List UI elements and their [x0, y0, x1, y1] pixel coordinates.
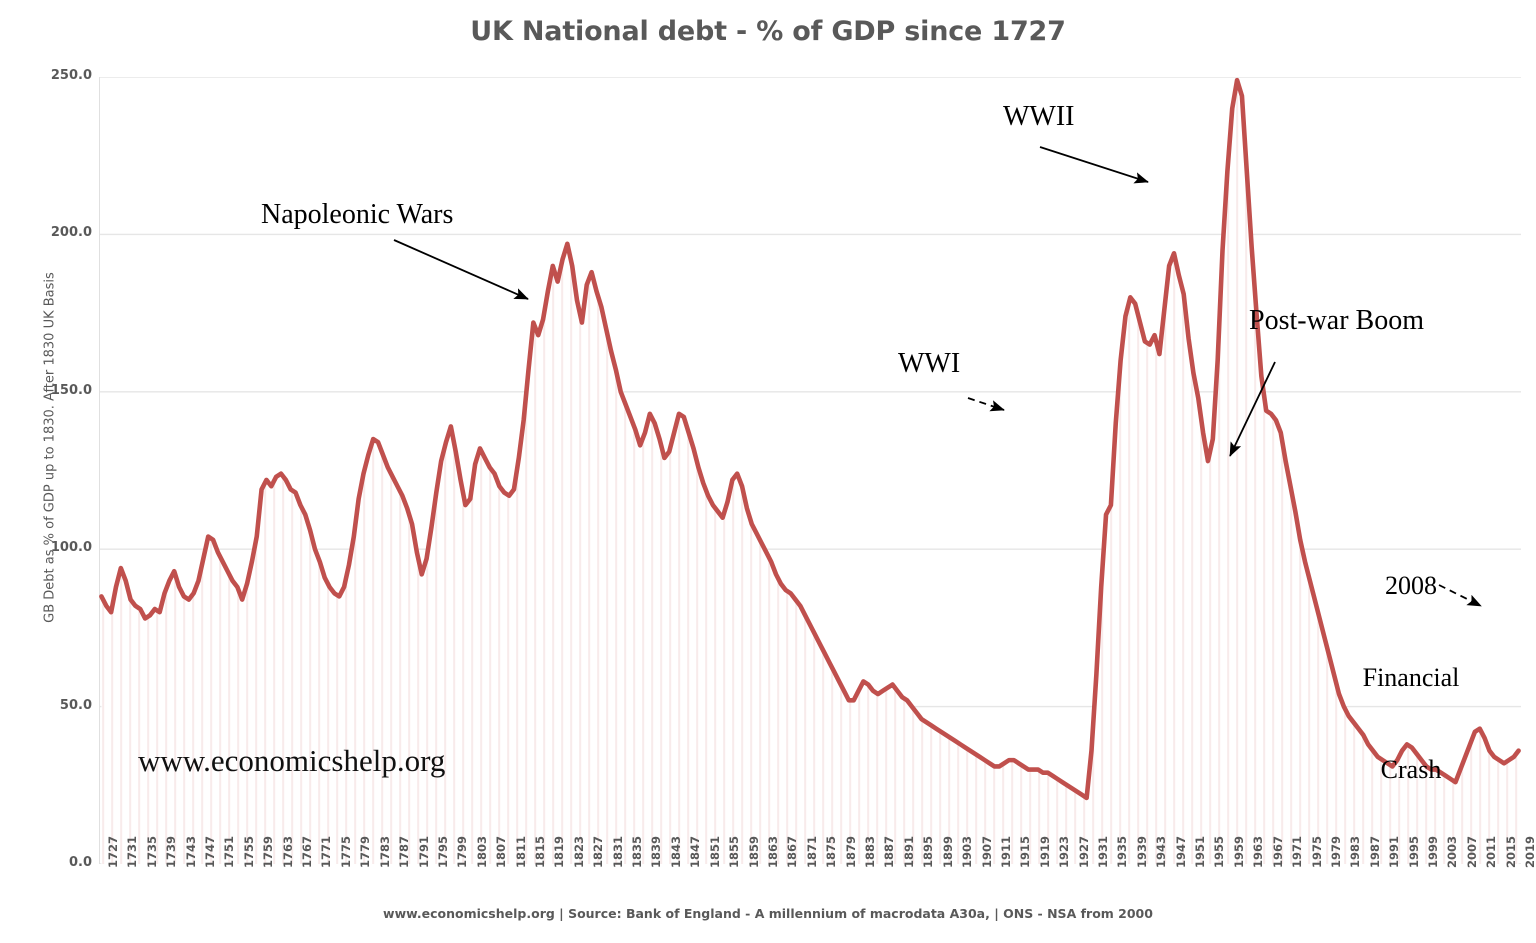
plot-area — [99, 77, 1521, 864]
x-axis-tick-label: 1795 — [436, 836, 450, 868]
x-axis-tick-label: 1895 — [921, 836, 935, 868]
x-axis-tick-label: 1867 — [785, 836, 799, 868]
x-axis-tick-label: 1759 — [261, 836, 275, 868]
x-axis-tick-label: 1923 — [1057, 836, 1071, 868]
x-axis-tick-label: 1739 — [164, 836, 178, 868]
y-axis-tick-label: 50.0 — [59, 697, 92, 713]
x-axis-tick-label: 1983 — [1348, 836, 1362, 868]
x-axis-tick-label: 1767 — [300, 836, 314, 868]
x-axis-tick-label: 1955 — [1212, 836, 1226, 868]
x-axis-tick-label: 1959 — [1232, 836, 1246, 868]
x-axis-tick-label: 1979 — [1329, 836, 1343, 868]
x-axis-tick-label: 2019 — [1523, 835, 1536, 868]
x-axis-tick-label: 1903 — [960, 836, 974, 868]
annotation-wwi: WWI — [898, 348, 961, 379]
x-axis-tick-label: 1911 — [999, 836, 1013, 868]
x-axis-tick-label: 1947 — [1174, 836, 1188, 868]
x-axis-tick-label: 1807 — [494, 836, 508, 868]
debt-series-line — [99, 77, 1521, 801]
x-axis-tick-label: 1775 — [339, 836, 353, 868]
x-axis-tick-label: 1843 — [669, 836, 683, 868]
x-axis-tick-label: 1819 — [552, 836, 566, 868]
annotation-crash-line-1: 2008 — [1385, 571, 1437, 601]
x-axis-tick-label: 1779 — [358, 836, 372, 868]
x-axis-tick-label: 1763 — [281, 836, 295, 868]
x-axis-tick-label: 1835 — [630, 836, 644, 868]
x-axis-tick-label: 1891 — [902, 836, 916, 868]
x-axis-tick-label: 1951 — [1193, 836, 1207, 868]
x-axis-tick-label: 1791 — [417, 836, 431, 868]
x-axis-tick-label: 1967 — [1271, 836, 1285, 868]
x-axis-tick-label: 1839 — [649, 836, 663, 868]
x-axis-tick-label: 1859 — [747, 836, 761, 868]
annotation-napoleonic-wars: Napoleonic Wars — [261, 199, 454, 230]
x-axis-tick-label: 1831 — [611, 836, 625, 868]
x-axis-tick-label: 1863 — [766, 836, 780, 868]
x-axis-tick-label: 1787 — [397, 836, 411, 868]
x-axis-tick-label: 1907 — [980, 836, 994, 868]
x-axis-tick-label: 1899 — [941, 836, 955, 868]
x-axis-tick-label: 1987 — [1368, 836, 1382, 868]
x-axis-tick-label: 2003 — [1445, 836, 1459, 868]
annotation-wwii: WWII — [1003, 101, 1075, 132]
y-axis-tick-label: 150.0 — [50, 382, 92, 398]
x-axis-tick-label: 2011 — [1484, 836, 1498, 868]
annotation-crash-line-3: Crash — [1380, 755, 1442, 785]
x-axis-tick-label: 1803 — [475, 836, 489, 868]
y-axis-tick-label: 250.0 — [50, 68, 92, 83]
x-axis-tick-label: 1991 — [1387, 836, 1401, 868]
page-title: UK National debt - % of GDP since 1727 — [470, 16, 1066, 47]
x-axis-tick-label: 1995 — [1407, 836, 1421, 868]
x-axis-tick-label: 1879 — [844, 836, 858, 868]
x-axis-tick-label: 1871 — [805, 836, 819, 868]
annotation-2008-financial-crash: 2008 Financial Crash — [1327, 510, 1495, 847]
x-axis-tick-label: 1799 — [455, 836, 469, 868]
x-axis-tick-label: 1927 — [1077, 836, 1091, 868]
annotation-post-war-boom: Post-war Boom — [1249, 305, 1424, 336]
x-axis-tick-label: 2007 — [1465, 836, 1479, 868]
x-axis-tick-label: 1811 — [514, 836, 528, 868]
x-axis-tick-label: 1887 — [882, 836, 896, 868]
footer-source-text: www.economicshelp.org | Source: Bank of … — [383, 906, 1153, 921]
y-axis-tick-label: 200.0 — [50, 225, 92, 241]
x-axis-tick-label: 1943 — [1154, 836, 1168, 868]
annotation-crash-line-2: Financial — [1362, 663, 1460, 693]
x-axis-tick-label: 1875 — [824, 836, 838, 868]
x-axis-tick-label: 1827 — [591, 836, 605, 868]
x-axis-tick-label: 2015 — [1504, 836, 1518, 868]
x-axis-tick-label: 1815 — [533, 836, 547, 868]
x-axis-tick-label: 1971 — [1290, 836, 1304, 868]
x-axis-tick-label: 1823 — [572, 836, 586, 868]
debt-line-chart — [99, 77, 1521, 864]
plot-left-border — [99, 77, 100, 864]
x-axis-tick-label: 1915 — [1018, 836, 1032, 868]
x-axis-tick-label: 1847 — [688, 836, 702, 868]
x-axis-tick-label: 1783 — [378, 836, 392, 868]
watermark-economicshelp: www.economicshelp.org — [138, 743, 446, 778]
y-axis-tick-labels: 0.0 50.0 100.0 150.0 200.0 250.0 — [0, 0, 92, 943]
x-axis-tick-label: 1743 — [184, 836, 198, 868]
x-axis-tick-label: 1939 — [1135, 836, 1149, 868]
x-axis-tick-label: 1747 — [203, 836, 217, 868]
x-axis-tick-label: 1963 — [1251, 836, 1265, 868]
x-axis-tick-label: 1855 — [727, 836, 741, 868]
y-axis-tick-label: 100.0 — [50, 540, 92, 556]
x-axis-tick-label: 1975 — [1310, 836, 1324, 868]
x-axis-tick-label: 1755 — [242, 836, 256, 868]
x-axis-tick-label: 1731 — [125, 836, 139, 868]
x-axis-tick-label: 1751 — [222, 836, 236, 868]
y-axis-tick-label: 0.0 — [68, 855, 92, 870]
x-axis-tick-label: 1931 — [1096, 836, 1110, 868]
series-area-fill — [101, 80, 1519, 864]
x-axis-tick-label: 1851 — [708, 836, 722, 868]
x-axis-tick-label: 1727 — [106, 836, 120, 868]
x-axis-tick-label: 1919 — [1038, 836, 1052, 868]
x-axis-tick-label: 1883 — [863, 836, 877, 868]
x-axis-tick-label: 1735 — [145, 836, 159, 868]
x-axis-tick-label: 1935 — [1115, 836, 1129, 868]
x-axis-tick-label: 1999 — [1426, 836, 1440, 868]
x-axis-tick-label: 1771 — [319, 836, 333, 868]
